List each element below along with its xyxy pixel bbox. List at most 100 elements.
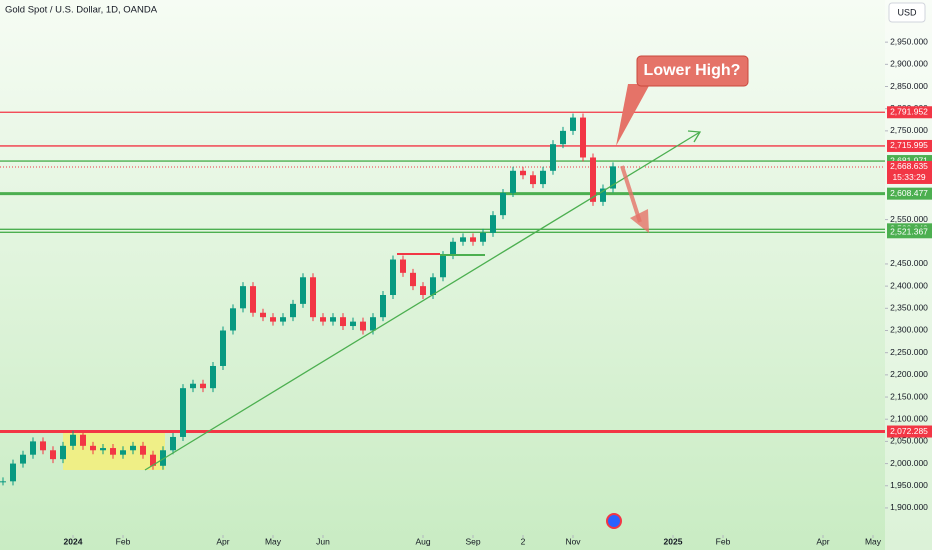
candle-body (90, 445, 96, 451)
x-tick-label: 2 (521, 536, 526, 546)
candle-body (580, 117, 586, 158)
last-price-label: 2,668.635 (890, 161, 928, 171)
x-tick-label: Apr (816, 536, 829, 546)
last-price-tag (887, 160, 932, 184)
callout-box (636, 55, 749, 87)
y-tick-label: 2,950.000 (890, 36, 928, 46)
x-tick-label: 2024 (64, 536, 83, 546)
candle-body (400, 259, 406, 273)
candle-body (60, 445, 66, 460)
candle-body (340, 317, 346, 327)
x-tick-label: Aug (415, 536, 430, 546)
y-tick-label: 2,250.000 (890, 347, 928, 357)
level-tag-label: 2,681.971 (890, 155, 928, 165)
x-tick-label: Nov (565, 536, 581, 546)
candle-body (170, 436, 176, 451)
y-tick-label: 2,750.000 (890, 125, 928, 135)
candle-body (150, 454, 156, 466)
down-arrow-head (630, 209, 649, 233)
callout-text: Lower High? (644, 62, 741, 79)
y-tick-label: 2,050.000 (890, 436, 928, 446)
level-tag (887, 226, 932, 239)
callout-pointer (616, 84, 650, 146)
candle-body (390, 259, 396, 296)
currency-label: USD (897, 7, 917, 17)
trend-arrow-head (687, 130, 702, 143)
candle-body (70, 434, 76, 446)
y-tick-label: 2,550.000 (890, 214, 928, 224)
candle-body (520, 170, 526, 176)
candle-body (310, 277, 316, 318)
event-icon[interactable] (606, 513, 622, 529)
candle-body (540, 170, 546, 185)
candle-body (20, 454, 26, 464)
price-axis (885, 0, 932, 550)
candle-body (230, 308, 236, 331)
candle-body (240, 286, 246, 309)
candle-body (180, 388, 186, 437)
candle-body (320, 317, 326, 322)
currency-button[interactable] (888, 2, 926, 23)
y-tick-label: 2,150.000 (890, 391, 928, 401)
candle-body (300, 277, 306, 304)
candle-body (420, 286, 426, 296)
candle-body (610, 166, 616, 189)
level-tag-label: 2,791.952 (890, 107, 928, 117)
candle-body (160, 450, 166, 466)
candle-body (220, 330, 226, 366)
level-tag-label: 2,608.477 (890, 188, 928, 198)
y-tick-label: 2,100.000 (890, 413, 928, 423)
candle-body (440, 255, 446, 278)
candle-body (550, 144, 556, 171)
y-tick-label: 1,950.000 (890, 480, 928, 490)
candle-body (460, 237, 466, 242)
candle-body (10, 463, 16, 482)
y-tick-label: 2,900.000 (890, 59, 928, 69)
level-tag (887, 139, 932, 152)
candle-body (0, 481, 7, 483)
candle-body (350, 321, 356, 327)
candle-body (260, 312, 266, 318)
candle-body (30, 441, 36, 455)
down-arrow (620, 165, 642, 223)
y-tick-label: 2,850.000 (890, 81, 928, 91)
y-tick-label: 2,200.000 (890, 369, 928, 379)
candle-body (200, 383, 206, 389)
y-tick-label: 2,000.000 (890, 458, 928, 468)
x-tick-label: May (265, 536, 282, 546)
candle-body (100, 448, 106, 451)
y-tick-label: 2,300.000 (890, 325, 928, 335)
level-tag-label: 2,521.367 (890, 227, 928, 237)
level-tag-label: 2,072.285 (890, 426, 928, 436)
candle-body (600, 188, 606, 202)
candle-body (510, 170, 516, 193)
x-tick-label: 2025 (664, 536, 683, 546)
candle-body (370, 317, 376, 331)
candle-body (40, 441, 46, 451)
trend-line (144, 131, 701, 471)
y-tick-label: 1,900.000 (890, 502, 928, 512)
level-tag (887, 425, 932, 438)
candle-body (360, 321, 366, 331)
candle-body (290, 303, 296, 318)
candle-body (590, 157, 596, 202)
candle-body (560, 130, 566, 145)
candle-body (210, 365, 216, 389)
level-tag-label: 2,715.995 (890, 140, 928, 150)
candle-body (330, 317, 336, 322)
candle-body (130, 445, 136, 451)
candle-body (110, 448, 116, 455)
x-tick-label: Apr (216, 536, 229, 546)
x-tick-label: May (865, 536, 882, 546)
candle-body (430, 277, 436, 296)
candle-body (250, 286, 256, 313)
countdown-label: 15:33:29 (892, 172, 925, 182)
candle-body (530, 175, 536, 185)
candle-body (280, 317, 286, 322)
x-tick-label: Feb (116, 536, 131, 546)
chart-title: Gold Spot / U.S. Dollar, 1D, OANDA (5, 5, 158, 16)
y-tick-label: 2,350.000 (890, 303, 928, 313)
x-tick-label: Jun (316, 536, 330, 546)
candle-body (120, 450, 126, 455)
